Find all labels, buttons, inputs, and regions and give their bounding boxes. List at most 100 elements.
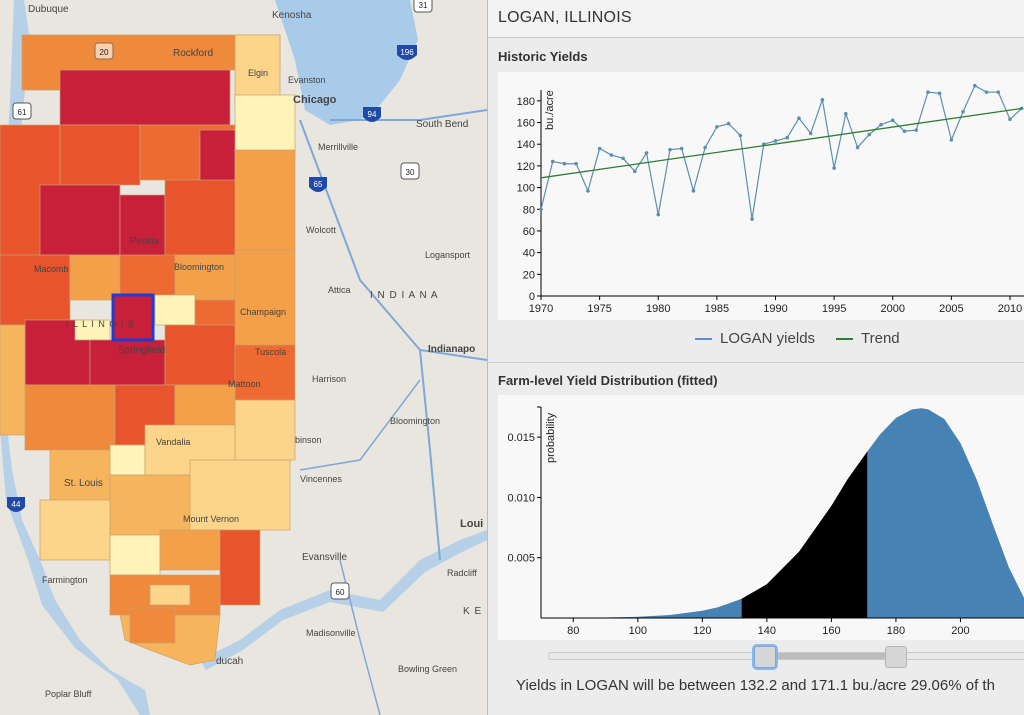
- data-point: [973, 83, 977, 88]
- legend-item-trend[interactable]: Trend: [836, 330, 900, 347]
- data-point: [808, 131, 813, 136]
- x-tick-label: 1990: [763, 303, 787, 315]
- data-point: [715, 125, 719, 129]
- data-point: [996, 90, 1001, 94]
- data-point: [621, 156, 625, 161]
- county[interactable]: [59, 69, 231, 126]
- county[interactable]: [119, 254, 176, 296]
- data-point: [726, 121, 731, 126]
- slider-high-handle[interactable]: [885, 646, 907, 668]
- data-point: [937, 91, 942, 96]
- y-tick-label: 160: [517, 118, 535, 130]
- data-point: [668, 147, 672, 152]
- city-label: Radcliff: [447, 568, 477, 578]
- county[interactable]: [89, 339, 166, 386]
- data-point: [914, 128, 918, 132]
- county[interactable]: [109, 444, 146, 476]
- data-point: [949, 138, 954, 142]
- data-point: [844, 112, 848, 116]
- county[interactable]: [49, 449, 111, 501]
- y-tick-label: 0.005: [507, 553, 535, 565]
- city-label: binson: [295, 435, 322, 445]
- data-point: [586, 189, 590, 193]
- county[interactable]: [129, 607, 176, 644]
- svg-text:65: 65: [314, 180, 323, 189]
- y-axis-label: probability: [545, 412, 557, 463]
- county[interactable]: [0, 324, 26, 436]
- county[interactable]: [159, 529, 221, 571]
- selected-county-logan[interactable]: [111, 293, 155, 342]
- county[interactable]: [164, 179, 236, 256]
- x-tick-label: 140: [758, 625, 776, 637]
- highway-shields: 196 94 65 30 61 44 60 31 20: [7, 0, 433, 600]
- mississippi-river: [0, 0, 150, 715]
- county-yield-map[interactable]: Dubuque Kenosha Rockford Evanston Elgin …: [0, 0, 487, 715]
- interstate-shield-icon: 44: [7, 497, 25, 512]
- x-tick-label: 2010: [998, 303, 1022, 315]
- county[interactable]: [174, 384, 236, 426]
- historic-yields-chart: 0 20 40 60 80 100 120 140 160 180 1970 1975 1980 1985…: [498, 72, 1024, 320]
- interstate-shield-icon: 65: [309, 177, 327, 192]
- county[interactable]: [189, 459, 291, 531]
- county[interactable]: [154, 294, 196, 326]
- county[interactable]: [119, 194, 166, 261]
- county[interactable]: [234, 344, 296, 401]
- county[interactable]: [59, 124, 141, 186]
- county[interactable]: [234, 149, 296, 251]
- highway: [299, 379, 421, 471]
- data-point: [609, 153, 614, 157]
- x-tick-label: 160: [822, 625, 840, 637]
- county[interactable]: [199, 129, 236, 186]
- county[interactable]: [24, 384, 116, 451]
- illinois-counties[interactable]: [0, 34, 296, 666]
- highway: [299, 119, 487, 361]
- state-label: K E: [463, 606, 482, 617]
- city-label: Rockford: [173, 48, 213, 59]
- city-label: Champaign: [240, 307, 286, 317]
- county[interactable]: [149, 584, 191, 606]
- data-point: [797, 116, 801, 120]
- yield-distribution-chart: 0.005 0.010 0.015 80 100 120 140 160 180 200 proba…: [498, 395, 1024, 640]
- svg-text:61: 61: [18, 108, 27, 117]
- series-line-trend: [540, 107, 1022, 179]
- slider-low-handle[interactable]: [754, 646, 776, 668]
- city-label: Indianapo: [428, 344, 475, 355]
- data-point: [890, 118, 895, 123]
- city-label: Evanston: [288, 75, 326, 85]
- county[interactable]: [109, 534, 161, 576]
- data-point: [539, 207, 543, 212]
- y-axis-label: bu./acre: [544, 90, 556, 130]
- city-label: Vandalia: [156, 437, 190, 447]
- city-label: Bowling Green: [398, 664, 457, 674]
- city-label: Chicago: [293, 94, 337, 106]
- us-route-shield-icon: 30: [400, 162, 420, 180]
- map-canvas[interactable]: Dubuque Kenosha Rockford Evanston Elgin …: [0, 0, 487, 715]
- legend-item-logan-yields[interactable]: LOGAN yields: [695, 330, 815, 347]
- x-tick-label: 120: [693, 625, 711, 637]
- county[interactable]: [164, 324, 236, 386]
- x-tick-label: 1975: [587, 303, 611, 315]
- county[interactable]: [219, 529, 261, 606]
- x-tick-label: 200: [951, 625, 969, 637]
- county[interactable]: [39, 184, 121, 256]
- us-route-shield-icon: 31: [413, 0, 433, 13]
- section-divider: [488, 362, 1024, 363]
- y-tick-label: 140: [517, 139, 535, 151]
- data-point: [820, 97, 825, 102]
- county[interactable]: [109, 474, 191, 536]
- highlighted-probability-band: [741, 451, 868, 618]
- county[interactable]: [234, 399, 296, 461]
- city-label: Madisonville: [306, 628, 356, 638]
- data-point: [926, 90, 930, 94]
- county[interactable]: [39, 499, 111, 561]
- y-tick-label: 60: [523, 226, 535, 238]
- yield-distribution-svg: 0.005 0.010 0.015 80 100 120 140 160 180 200 proba…: [507, 406, 1024, 637]
- county[interactable]: [234, 94, 296, 156]
- lake-michigan: [275, 0, 418, 125]
- data-point: [574, 161, 578, 166]
- city-label: Peoria: [130, 236, 159, 247]
- county[interactable]: [0, 254, 71, 326]
- county[interactable]: [234, 249, 296, 346]
- county[interactable]: [69, 254, 121, 301]
- distribution-area: [541, 408, 1024, 618]
